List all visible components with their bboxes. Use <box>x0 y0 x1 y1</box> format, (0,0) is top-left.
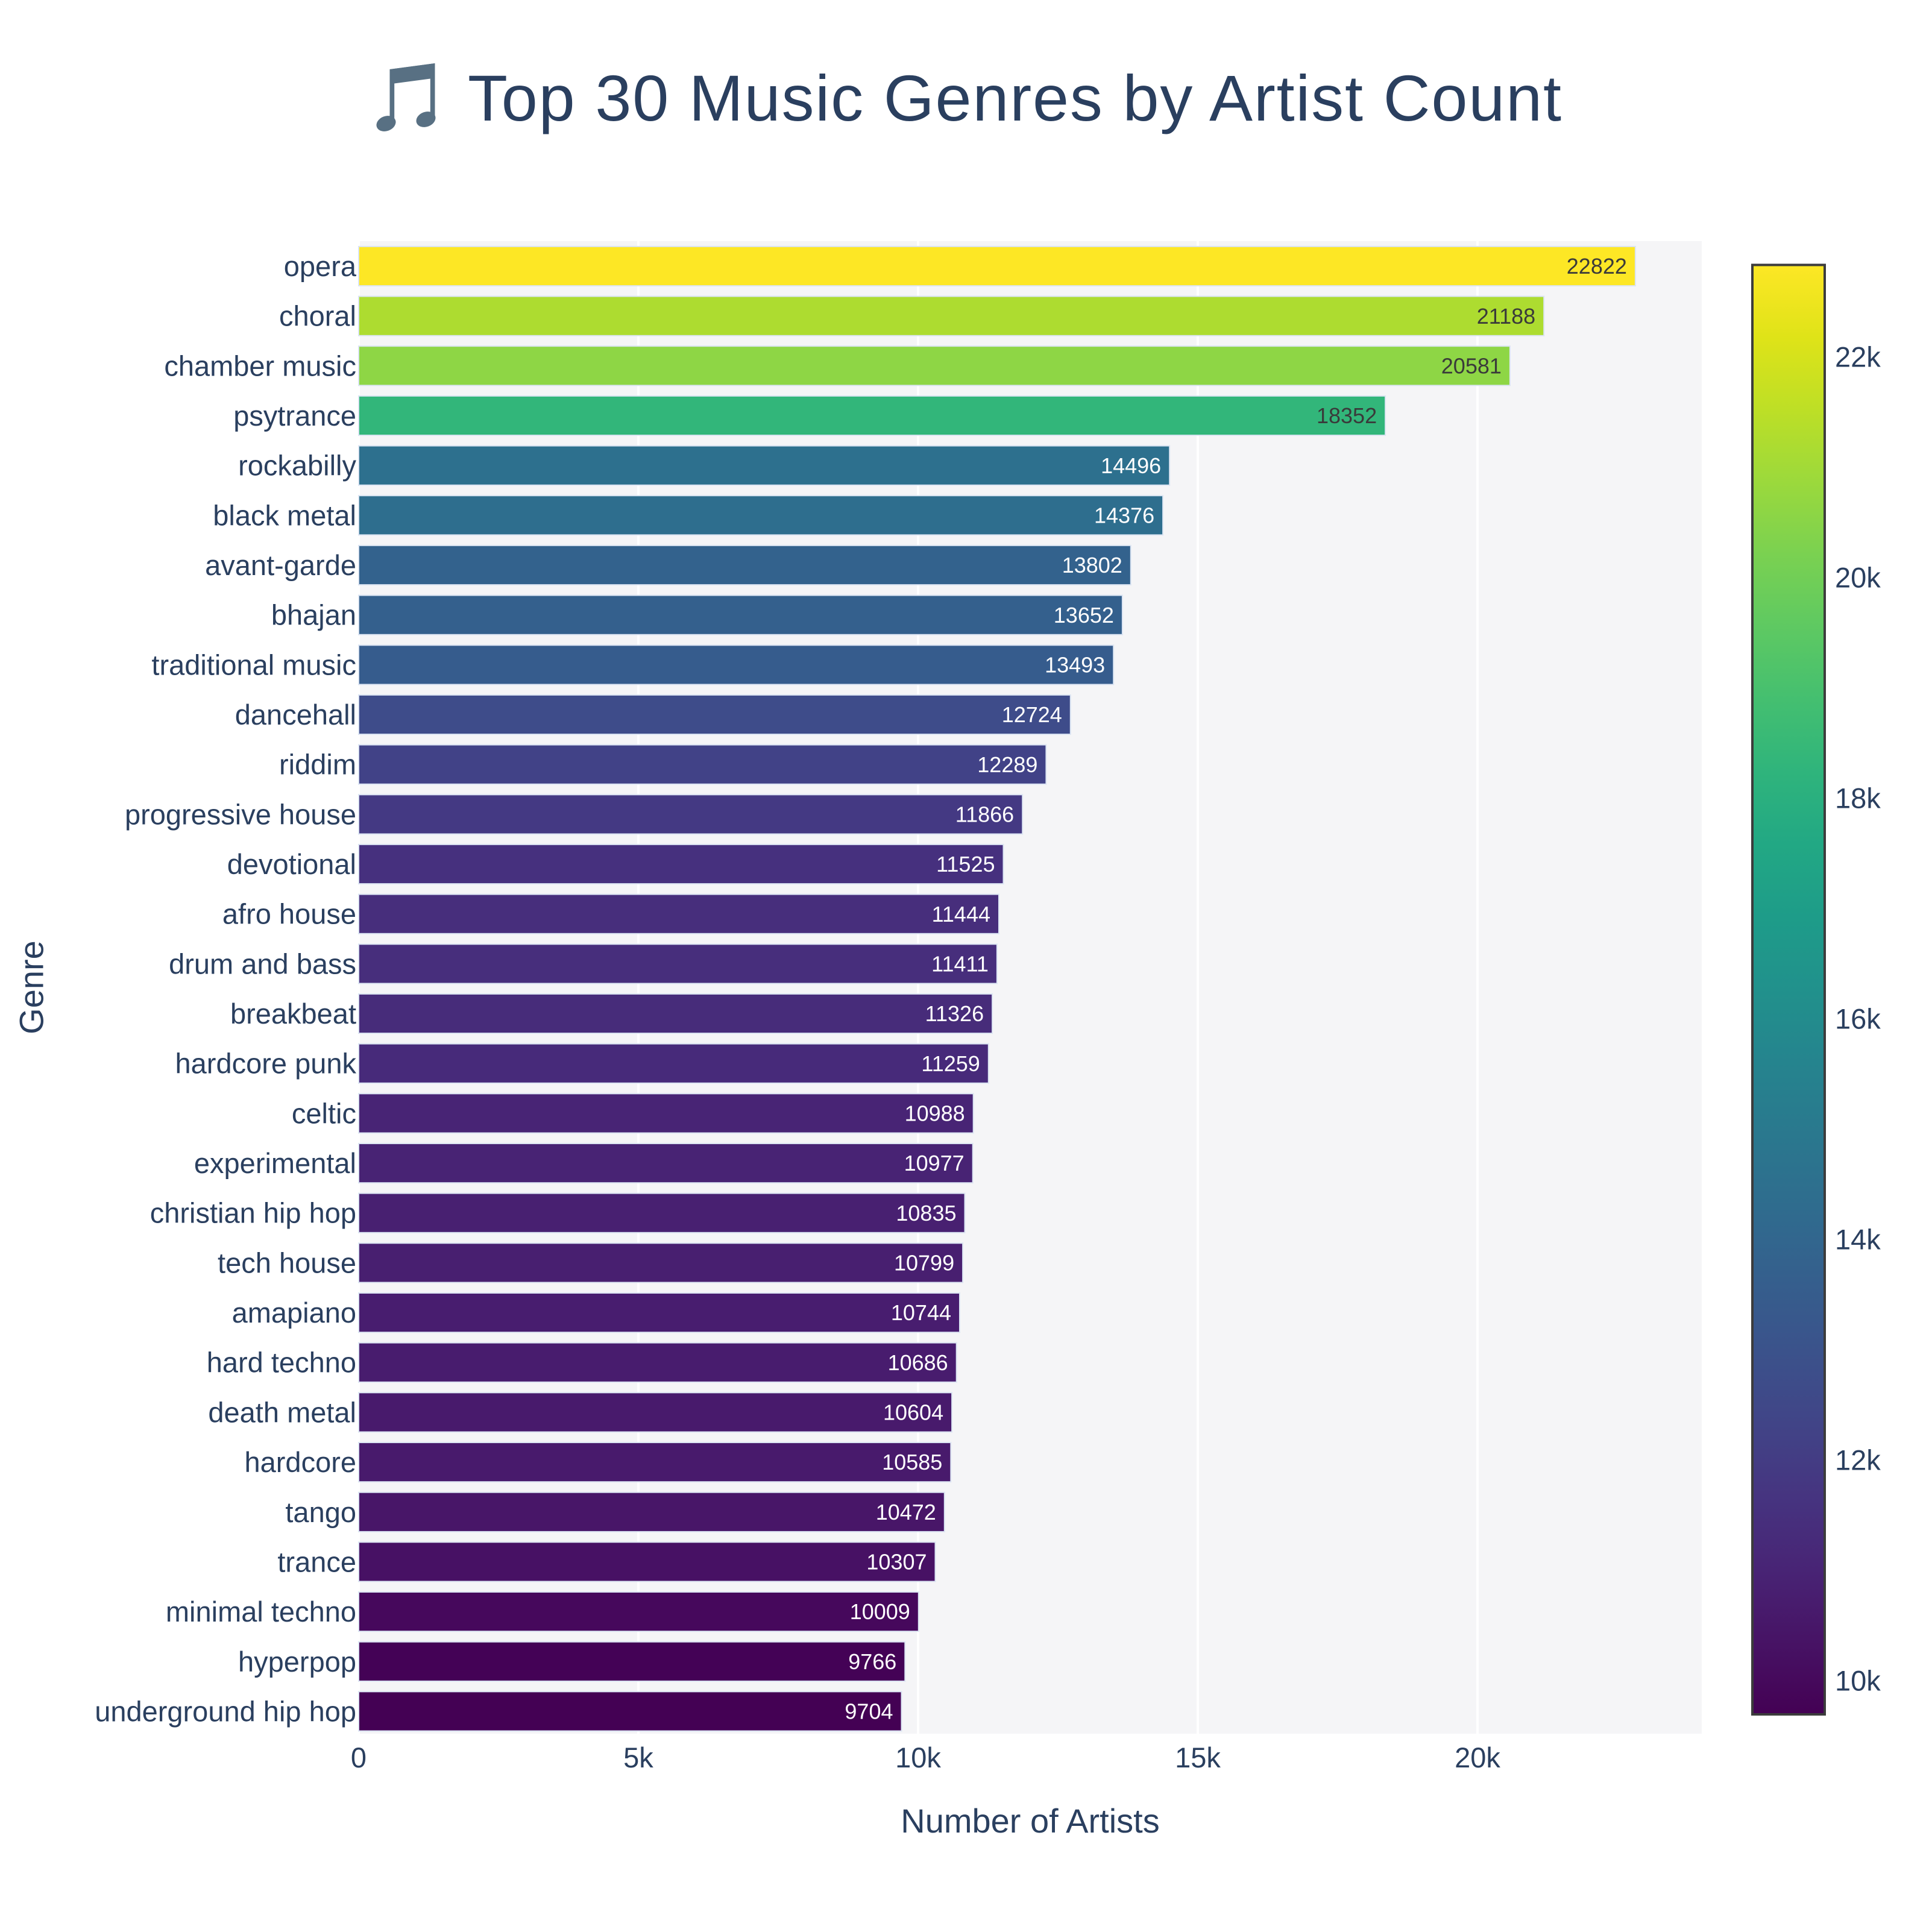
svg-text:amapiano: amapiano <box>232 1297 356 1329</box>
svg-text:22k: 22k <box>1835 341 1881 373</box>
svg-text:11411: 11411 <box>931 952 989 977</box>
svg-text:traditional music: traditional music <box>151 649 356 681</box>
svg-text:christian hip hop: christian hip hop <box>150 1197 356 1229</box>
svg-text:devotional: devotional <box>227 848 356 880</box>
svg-text:riddim: riddim <box>279 749 356 781</box>
svg-text:11444: 11444 <box>932 902 990 927</box>
svg-text:5k: 5k <box>623 1742 653 1773</box>
svg-text:avant-garde: avant-garde <box>205 549 356 581</box>
svg-text:10977: 10977 <box>904 1151 964 1175</box>
svg-text:10472: 10472 <box>876 1500 936 1525</box>
svg-text:hardcore punk: hardcore punk <box>175 1048 357 1080</box>
svg-text:10686: 10686 <box>888 1350 948 1375</box>
svg-text:12724: 12724 <box>1002 702 1062 727</box>
svg-text:13652: 13652 <box>1054 603 1114 628</box>
svg-text:11866: 11866 <box>955 802 1014 827</box>
svg-text:bhajan: bhajan <box>271 599 356 631</box>
svg-text:experimental: experimental <box>194 1147 356 1179</box>
svg-text:10988: 10988 <box>905 1101 965 1126</box>
svg-text:0: 0 <box>351 1742 367 1773</box>
svg-text:hard techno: hard techno <box>207 1347 356 1379</box>
svg-text:13493: 13493 <box>1045 653 1105 678</box>
svg-text:20581: 20581 <box>1441 353 1502 378</box>
svg-text:20k: 20k <box>1835 561 1881 593</box>
svg-text:10k: 10k <box>1835 1664 1881 1696</box>
svg-text:tango: tango <box>285 1496 356 1528</box>
svg-text:20k: 20k <box>1455 1742 1500 1773</box>
svg-text:hardcore: hardcore <box>245 1446 357 1478</box>
svg-text:rockabilly: rockabilly <box>238 450 356 482</box>
svg-text:dancehall: dancehall <box>235 699 356 731</box>
svg-text:Genre: Genre <box>13 940 51 1034</box>
svg-text:celtic: celtic <box>292 1097 356 1129</box>
svg-text:opera: opera <box>284 250 357 282</box>
svg-text:18352: 18352 <box>1317 403 1377 428</box>
svg-text:21188: 21188 <box>1477 304 1535 329</box>
svg-text:progressive house: progressive house <box>125 798 356 830</box>
svg-text:14496: 14496 <box>1101 453 1161 478</box>
svg-text:11326: 11326 <box>925 1001 984 1026</box>
svg-text:tech house: tech house <box>218 1247 356 1279</box>
svg-text:11525: 11525 <box>936 852 995 876</box>
svg-text:choral: choral <box>279 300 356 332</box>
svg-text:10835: 10835 <box>896 1201 956 1226</box>
svg-text:Number of Artists: Number of Artists <box>901 1802 1159 1840</box>
svg-text:10009: 10009 <box>850 1599 910 1624</box>
svg-text:22822: 22822 <box>1567 254 1627 278</box>
svg-text:afro house: afro house <box>222 898 356 930</box>
svg-text:15k: 15k <box>1175 1742 1221 1773</box>
svg-text:black metal: black metal <box>213 499 356 531</box>
svg-text:18k: 18k <box>1835 782 1881 814</box>
svg-text:hyperpop: hyperpop <box>238 1646 356 1678</box>
svg-text:10799: 10799 <box>894 1251 954 1276</box>
svg-text:12k: 12k <box>1835 1444 1881 1476</box>
svg-text:9704: 9704 <box>845 1699 893 1724</box>
svg-text:12289: 12289 <box>977 752 1037 777</box>
svg-text:breakbeat: breakbeat <box>230 998 356 1030</box>
svg-text:minimal techno: minimal techno <box>166 1596 356 1628</box>
svg-text:10744: 10744 <box>891 1300 951 1325</box>
svg-text:10585: 10585 <box>882 1450 942 1474</box>
svg-text:16k: 16k <box>1835 1002 1881 1034</box>
svg-text:14376: 14376 <box>1094 503 1154 528</box>
svg-text:13802: 13802 <box>1062 553 1122 577</box>
svg-text:trance: trance <box>277 1546 356 1578</box>
svg-text:10k: 10k <box>895 1742 941 1773</box>
svg-text:14k: 14k <box>1835 1223 1881 1255</box>
svg-text:death metal: death metal <box>208 1396 356 1428</box>
svg-text:underground hip hop: underground hip hop <box>95 1695 356 1727</box>
svg-text:Top 30 Music Genres by Artist: Top 30 Music Genres by Artist Count <box>468 61 1562 134</box>
svg-text:11259: 11259 <box>921 1051 980 1076</box>
svg-text:9766: 9766 <box>848 1649 896 1674</box>
svg-text:psytrance: psytrance <box>233 400 356 432</box>
svg-text:10604: 10604 <box>883 1400 943 1425</box>
svg-text:10307: 10307 <box>866 1550 927 1575</box>
svg-text:chamber music: chamber music <box>164 350 356 382</box>
svg-text:drum and bass: drum and bass <box>169 948 356 980</box>
